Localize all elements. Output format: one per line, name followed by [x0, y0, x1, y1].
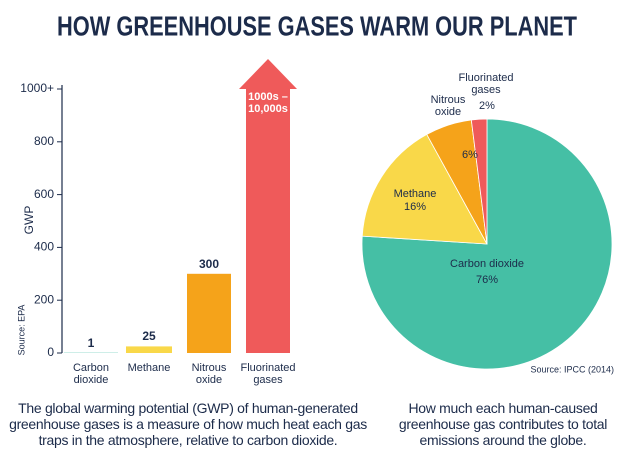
x-tick-label: Methane	[127, 362, 171, 374]
value-label: 300	[198, 256, 220, 271]
y-tick-label: 0	[47, 345, 54, 359]
source: Source: IPCC (2014)	[530, 364, 614, 374]
value-label: 25	[142, 329, 156, 344]
x-tick-label: Carbon dioxide	[72, 362, 110, 386]
slice-label: Carbon dioxide	[450, 258, 524, 270]
value-label: 1	[87, 335, 95, 350]
slice-value-label: 76%	[475, 274, 499, 286]
page-title: HOW GREENHOUSE GASES WARM OUR PLANET	[57, 10, 577, 41]
bar	[126, 346, 172, 353]
value-label: 1000s – 10,000s	[248, 91, 288, 115]
slice-label: Nitrous oxide	[430, 94, 466, 118]
slice-value-label: 2%	[479, 100, 495, 112]
caption: How much each human-caused greenhouse ga…	[398, 400, 608, 448]
pie-slice	[470, 118, 488, 245]
y-axis-label: GWP	[22, 206, 36, 235]
source: Source: EPA	[16, 305, 26, 356]
pie-slice	[361, 118, 613, 370]
bar	[187, 273, 231, 353]
slice-label: Fluorinated gases	[458, 72, 514, 96]
y-tick-label: 200	[34, 292, 54, 306]
bar-arrow	[239, 59, 297, 89]
x-tick-label: Nitrous oxide	[191, 362, 227, 386]
x-tick-label: Fluorinated gases	[240, 362, 296, 386]
bar	[246, 89, 290, 353]
slice-label: Methane	[393, 188, 437, 200]
y-tick-label: 1000+	[20, 81, 54, 95]
pie-slice	[361, 133, 488, 245]
y-tick-label: 400	[34, 240, 54, 254]
y-tick-label: 600	[34, 187, 54, 201]
y-tick-label: 800	[34, 134, 54, 148]
caption: The global warming potential (GWP) of hu…	[9, 400, 367, 448]
slice-value-label: 6%	[462, 149, 478, 161]
slice-value-label: 16%	[403, 201, 427, 213]
